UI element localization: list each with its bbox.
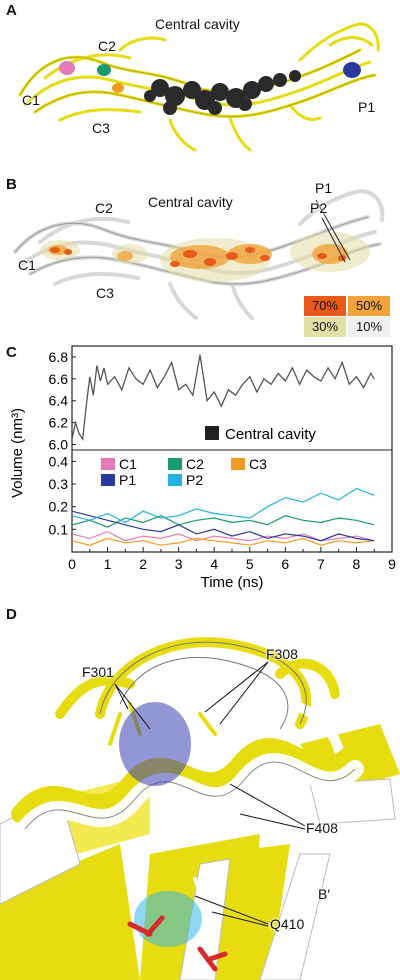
legend-swatch-c1: [101, 458, 115, 470]
legend-label-central-cavity: Central cavity: [225, 426, 316, 443]
x-tick-label: 5: [246, 556, 254, 572]
panel-c: C 6.0 6.2 6.4 6.6 6.8 0.1 0.2 0.3 0.4 0 1 2 3 4 5 6 7 8 9 T…: [0, 342, 400, 604]
bottom-y-tick-label: 0.3: [49, 476, 69, 492]
label-q410: Q410: [270, 916, 305, 932]
label-p1: P1: [358, 99, 376, 115]
panel-b-structure: [13, 189, 385, 320]
panel-a-structure: [18, 22, 380, 152]
p1-cavity-surface: [119, 702, 191, 786]
legend-label-p2: P2: [186, 472, 203, 488]
series-line-c2: [71, 515, 375, 528]
panel-d: D: [0, 604, 400, 980]
occupancy-70: 70%: [304, 296, 346, 316]
legend-label-c2: C2: [186, 456, 204, 472]
panel-a: A C2 Central c: [0, 0, 400, 170]
occupancy-50: 50%: [348, 296, 390, 316]
label-c2: C2: [98, 38, 116, 54]
cavity-p1-blob: [343, 62, 361, 78]
series-line-p2: [71, 487, 375, 524]
label-p2: P2: [310, 200, 328, 216]
label-c3: C3: [92, 120, 110, 136]
legend-swatch-c2: [168, 458, 182, 470]
cavity-c2-blob: [97, 64, 111, 76]
panel-c-label: C: [6, 344, 17, 361]
x-tick-label: 9: [388, 556, 396, 572]
label-f301: F301: [82, 664, 114, 680]
panel-d-label: D: [6, 606, 17, 623]
legend-label-p1: P1: [119, 472, 136, 488]
occupancy-30: 30%: [304, 317, 346, 337]
x-tick-label: 4: [210, 556, 218, 572]
occupancy-legend: 70% 50% 30% 10%: [304, 296, 392, 338]
legend-label-c1: C1: [119, 456, 137, 472]
legend-swatch-c3: [231, 458, 245, 470]
top-y-tick-label: 6.0: [49, 437, 69, 453]
label-f408: F408: [306, 820, 338, 836]
x-tick-label: 3: [175, 556, 183, 572]
x-tick-label: 0: [68, 556, 76, 572]
top-y-tick-label: 6.2: [49, 415, 69, 431]
x-tick-label: 7: [317, 556, 325, 572]
legend-swatch-central-cavity: [205, 426, 219, 440]
series-line-c3: [71, 537, 375, 546]
bottom-y-tick-label: 0.2: [49, 499, 69, 515]
label-c1: C1: [18, 257, 36, 273]
x-tick-label: 2: [139, 556, 147, 572]
bottom-y-tick-label: 0.4: [49, 453, 69, 469]
top-y-tick-label: 6.4: [49, 393, 69, 409]
volume-chart: 6.0 6.2 6.4 6.6 6.8 0.1 0.2 0.3 0.4 0 1 2 3 4 5 6 7 8 9 Tim…: [9, 345, 396, 591]
legend-swatch-p1: [101, 474, 115, 486]
label-p1: P1: [315, 180, 333, 196]
occupancy-10: 10%: [348, 317, 390, 337]
label-c3: C3: [96, 285, 114, 301]
series-line-central-cavity: [71, 354, 375, 441]
cavity-c3-blob: [112, 83, 124, 93]
cavity-c1-blob: [59, 61, 75, 75]
legend-swatch-p2: [168, 474, 182, 486]
panel-d-structure: [0, 637, 400, 980]
x-tick-label: 1: [104, 556, 112, 572]
top-y-tick-label: 6.8: [49, 349, 69, 365]
p2-cavity-surface: [134, 891, 202, 947]
label-b-prime: B′: [318, 886, 330, 902]
top-y-tick-label: 6.6: [49, 371, 69, 387]
panel-a-label: A: [6, 2, 17, 19]
label-central-cavity: Central cavity: [148, 194, 233, 210]
series-line-p1: [71, 510, 375, 542]
y-axis-label: Volume (nm³): [9, 408, 26, 498]
label-c2: C2: [95, 200, 113, 216]
legend-label-c3: C3: [249, 456, 267, 472]
panel-b-label: B: [6, 176, 17, 193]
x-tick-label: 6: [281, 556, 289, 572]
x-axis-label: Time (ns): [201, 574, 264, 591]
label-c1: C1: [22, 92, 40, 108]
x-tick-label: 8: [353, 556, 361, 572]
label-central-cavity: Central cavity: [155, 16, 240, 32]
series-line-c1: [71, 530, 375, 542]
bottom-y-tick-label: 0.1: [49, 521, 69, 537]
label-f308: F308: [266, 646, 298, 662]
panel-b: B: [0, 172, 400, 342]
